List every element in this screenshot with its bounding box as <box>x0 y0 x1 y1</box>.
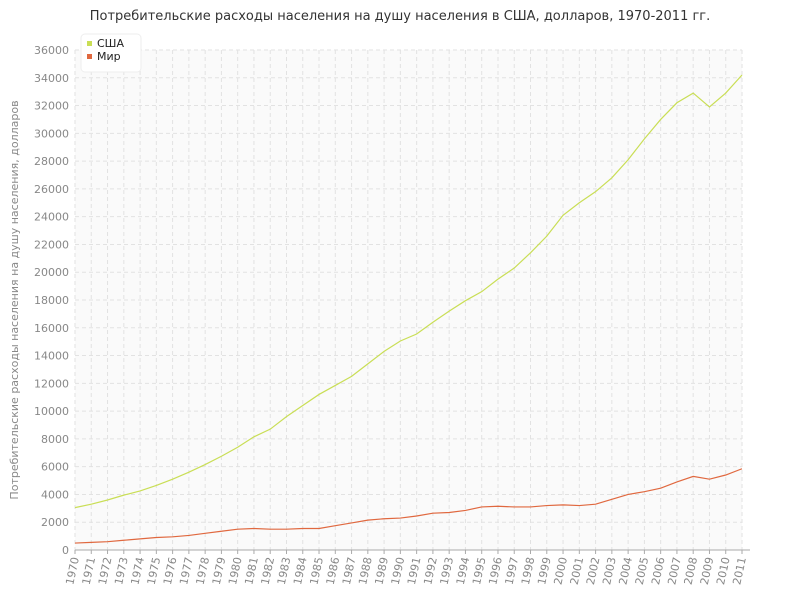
x-tick-label: 1973 <box>112 556 131 586</box>
x-tick-label: 2011 <box>730 556 749 586</box>
x-tick-label: 2007 <box>665 556 684 586</box>
x-tick-label: 2003 <box>600 556 619 586</box>
legend-box <box>80 33 142 73</box>
x-tick-label: 1981 <box>242 556 261 586</box>
x-tick-label: 1975 <box>145 556 164 586</box>
y-tick-label: 24000 <box>34 211 69 224</box>
x-tick-label: 2008 <box>682 556 701 586</box>
x-tick-label: 1995 <box>470 556 489 586</box>
x-tick-label: 2005 <box>633 556 652 586</box>
x-tick-label: 2000 <box>551 556 570 586</box>
series-line <box>74 468 743 544</box>
y-tick-label: 14000 <box>34 350 69 363</box>
x-tick-label: 1999 <box>535 556 554 586</box>
x-tick-label: 1983 <box>275 556 294 586</box>
y-tick-label: 20000 <box>34 266 69 279</box>
x-tick-label: 1985 <box>307 556 326 586</box>
x-tick-label: 1977 <box>177 556 196 586</box>
series-line <box>74 74 743 509</box>
chart-title: Потребительские расходы населения на душ… <box>90 9 711 24</box>
x-tick-label: 1988 <box>356 556 375 586</box>
x-tick-label: 1971 <box>80 556 99 586</box>
y-tick-label: 28000 <box>34 155 69 168</box>
y-tick-label: 2000 <box>41 516 69 529</box>
y-tick-label: 6000 <box>41 461 69 474</box>
y-tick-label: 22000 <box>34 238 69 251</box>
y-tick-label: 0 <box>62 544 69 557</box>
x-tick-label: 1986 <box>324 556 343 586</box>
y-tick-label: 16000 <box>34 322 69 335</box>
x-tick-label: 1996 <box>486 556 505 586</box>
x-tick-label: 2006 <box>649 556 668 586</box>
x-tick-label: 1972 <box>96 556 115 586</box>
x-tick-label: 2002 <box>584 556 603 586</box>
x-tick-label: 1998 <box>519 556 538 586</box>
y-tick-label: 32000 <box>34 100 69 113</box>
x-tick-label: 1982 <box>259 556 278 586</box>
x-tick-label: 1976 <box>161 556 180 586</box>
y-tick-label: 34000 <box>34 72 69 85</box>
x-tick-label: 1993 <box>438 556 457 586</box>
x-tick-label: 1970 <box>63 556 82 586</box>
x-tick-label: 1984 <box>291 556 310 586</box>
legend-label: США <box>97 37 124 50</box>
x-tick-label: 2001 <box>568 556 587 586</box>
y-tick-label: 8000 <box>41 433 69 446</box>
x-tick-label: 1990 <box>389 556 408 586</box>
x-tick-label: 1991 <box>405 556 424 586</box>
legend-marker <box>87 54 92 59</box>
x-tick-label: 2004 <box>617 556 636 586</box>
x-tick-label: 1978 <box>194 556 213 586</box>
x-tick-label: 2009 <box>698 556 717 586</box>
x-tick-label: 1980 <box>226 556 245 586</box>
x-tick-label: 1979 <box>210 556 229 586</box>
x-tick-label: 1989 <box>372 556 391 586</box>
x-tick-label: 2010 <box>714 556 733 586</box>
legend-marker <box>87 41 92 46</box>
legend-label: Мир <box>97 50 121 63</box>
y-tick-label: 12000 <box>34 377 69 390</box>
y-tick-label: 36000 <box>34 44 69 57</box>
y-tick-label: 18000 <box>34 294 69 307</box>
x-tick-label: 1987 <box>340 556 359 586</box>
x-tick-label: 1974 <box>128 556 147 586</box>
x-tick-label: 1997 <box>503 556 522 586</box>
y-axis-label: Потребительские расходы населения на душ… <box>8 100 21 499</box>
x-tick-label: 1994 <box>454 556 473 586</box>
y-tick-label: 4000 <box>41 488 69 501</box>
y-tick-label: 30000 <box>34 127 69 140</box>
y-tick-label: 26000 <box>34 183 69 196</box>
x-tick-label: 1992 <box>421 556 440 586</box>
y-tick-label: 10000 <box>34 405 69 418</box>
